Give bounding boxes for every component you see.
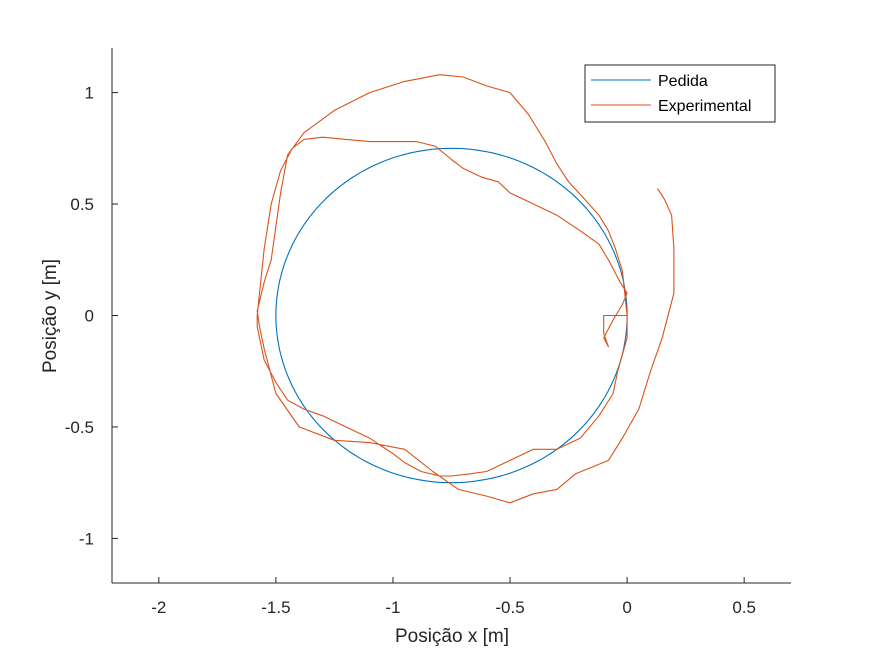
x-ticks: -2 -1.5 -1 -0.5 0 0.5 bbox=[151, 577, 756, 617]
x-tick-label: -2 bbox=[151, 598, 166, 617]
y-tick-label: -0.5 bbox=[65, 418, 94, 437]
x-tick-label: -0.5 bbox=[495, 598, 524, 617]
x-tick-label: 0.5 bbox=[732, 598, 756, 617]
axes: -2 -1.5 -1 -0.5 0 0.5 -1 -0.5 0 0.5 1 bbox=[65, 48, 791, 617]
x-tick-label: 0 bbox=[622, 598, 631, 617]
legend-label-pedida: Pedida bbox=[658, 73, 708, 90]
y-tick-label: 0 bbox=[85, 307, 94, 326]
x-axis-title: Posição x [m] bbox=[395, 626, 509, 647]
legend: Pedida Experimental bbox=[584, 64, 776, 123]
y-tick-label: -1 bbox=[79, 529, 94, 548]
y-axis-title: Posição y [m] bbox=[40, 259, 61, 373]
x-tick-label: -1 bbox=[385, 598, 400, 617]
series-line-pedida bbox=[275, 147, 628, 484]
y-tick-label: 0.5 bbox=[70, 195, 94, 214]
y-tick-label: 1 bbox=[85, 84, 94, 103]
series-line-experimental bbox=[256, 74, 675, 504]
x-tick-label: -1.5 bbox=[261, 598, 290, 617]
legend-label-experimental: Experimental bbox=[658, 98, 751, 115]
y-ticks: -1 -0.5 0 0.5 1 bbox=[65, 84, 118, 548]
series bbox=[256, 74, 675, 504]
legend-box bbox=[584, 64, 776, 123]
